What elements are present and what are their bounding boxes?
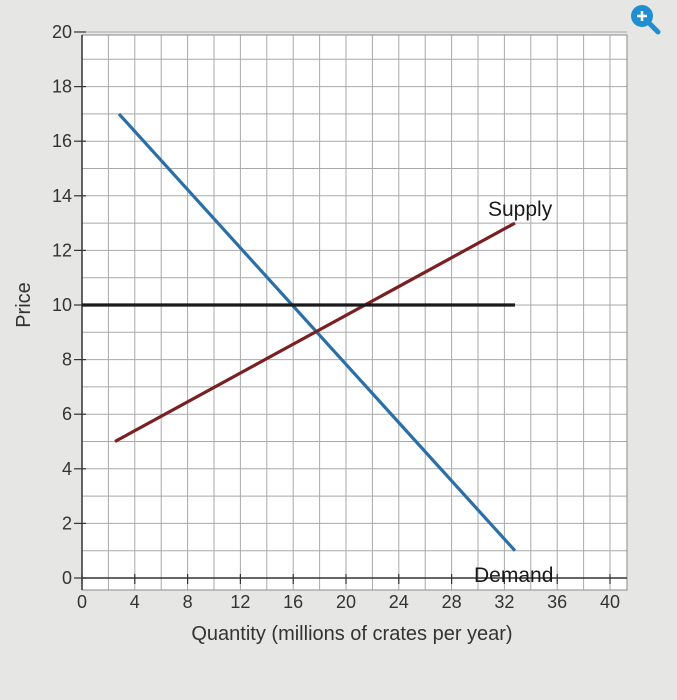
zoom-handle <box>647 21 661 35</box>
supply-label: Supply <box>488 198 553 221</box>
x-tick-label: 20 <box>336 592 356 612</box>
x-tick-label: 12 <box>230 592 250 612</box>
x-tick-label: 8 <box>183 592 193 612</box>
x-tick-label: 32 <box>494 592 514 612</box>
y-tick-label: 6 <box>62 404 72 424</box>
y-tick-label: 12 <box>52 240 72 260</box>
y-tick-label: 0 <box>62 568 72 588</box>
y-tick-label: 18 <box>52 77 72 97</box>
x-tick-label: 16 <box>283 592 303 612</box>
x-tick-label: 36 <box>547 592 567 612</box>
x-tick-label: 28 <box>442 592 462 612</box>
x-tick-label: 24 <box>389 592 409 612</box>
x-tick-label: 0 <box>77 592 87 612</box>
y-tick-label: 20 <box>52 22 72 42</box>
x-tick-label: 4 <box>130 592 140 612</box>
y-axis-title: Price <box>13 282 35 328</box>
zoom-in-icon[interactable] <box>631 5 661 35</box>
y-tick-label: 4 <box>62 459 72 479</box>
labels: Quantity (millions of crates per year) P… <box>13 198 553 645</box>
y-tick-label: 16 <box>52 131 72 151</box>
demand-label: Demand <box>474 564 553 587</box>
series-lines <box>82 112 517 552</box>
y-tick-label: 8 <box>62 350 72 370</box>
x-tick-label: 40 <box>600 592 620 612</box>
y-tick-label: 14 <box>52 186 72 206</box>
y-tick-label: 2 <box>62 513 72 533</box>
supply-line <box>114 221 516 443</box>
axes <box>81 35 627 590</box>
y-tick-label: 10 <box>52 295 72 315</box>
x-axis-title: Quantity (millions of crates per year) <box>191 623 512 645</box>
